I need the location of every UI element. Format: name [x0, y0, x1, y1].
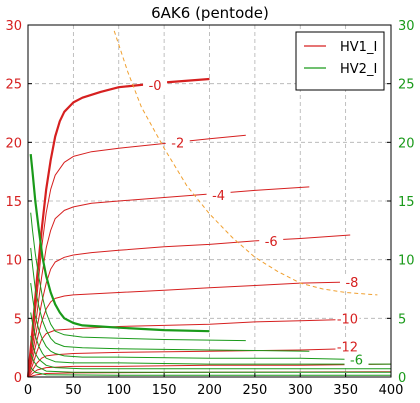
series-line-hv2-i-6: [30, 353, 391, 373]
curve-label-bg: [259, 232, 284, 248]
curve-label: -10: [337, 312, 358, 327]
curve-label-bg: [206, 187, 231, 203]
plot-curves: [26, 30, 392, 378]
legend-entry: HV2_I: [340, 62, 377, 77]
y-left-tick-label: 20: [5, 136, 22, 151]
curve-label: -8: [345, 276, 358, 291]
series-line-hv1-i-4: [27, 281, 351, 378]
x-tick-label: 400: [379, 383, 404, 398]
series-line-hv2-i-2: [30, 247, 310, 352]
x-tick-label: 50: [65, 383, 82, 398]
series-line-hv1-i-7: [27, 363, 392, 378]
load-line: [113, 30, 378, 296]
series-line-hv1-i-0: [26, 77, 210, 378]
y-left-tick-label: 15: [5, 195, 22, 210]
curve-label-bg: [335, 310, 360, 326]
series-line-hv1-i-5: [27, 319, 346, 378]
curve-label: -2: [171, 136, 184, 151]
series-line-hv2-i-5: [30, 335, 391, 370]
series-line-hv2-i-4: [30, 312, 391, 365]
y-left-tick-label: 25: [5, 78, 22, 93]
curve-label: -6: [265, 235, 278, 250]
y-left-tick-label: 5: [14, 312, 22, 327]
x-tick-label: 350: [333, 383, 358, 398]
curve-label-bg: [344, 351, 369, 367]
curve-label: -4: [212, 189, 225, 204]
y-left-tick-label: 0: [14, 371, 22, 386]
y-right-tick-label: 15: [398, 195, 415, 210]
x-tick-label: 250: [242, 383, 267, 398]
y-right-tick-label: 30: [398, 19, 415, 34]
curve-label: -6: [350, 353, 363, 368]
y-left-tick-label: 30: [5, 19, 22, 34]
y-right-tick-label: 20: [398, 136, 415, 151]
y-right-tick-label: 10: [398, 254, 415, 269]
chart-title: 6AK6 (pentode): [151, 4, 269, 22]
curve-label: -0: [149, 79, 162, 94]
legend-box: [295, 31, 385, 91]
series-line-hv1-i-2: [27, 186, 310, 378]
y-right-tick-label: 25: [398, 78, 415, 93]
legend-entry: HV1_I: [340, 40, 377, 55]
y-right-tick-label: 5: [398, 312, 406, 327]
curve-labels: -0-2-4-6-8-10-12-6: [143, 76, 369, 368]
curve-label-bg: [339, 273, 364, 289]
y-left-tick-label: 10: [5, 254, 22, 269]
x-tick-label: 300: [288, 383, 313, 398]
x-tick-label: 100: [106, 383, 131, 398]
series-line-hv2-i-0: [29, 153, 210, 333]
y-axis-right: 0 5 10 15 20 25 30: [387, 19, 415, 386]
curve-label-bg: [165, 134, 190, 150]
y-axis-left: 0 5 10 15 20 25 30: [5, 19, 32, 386]
x-tick-label: 0: [24, 383, 32, 398]
x-tick-label: 200: [197, 383, 222, 398]
series-line-hv1-i-3: [27, 234, 351, 378]
y-right-tick-label: 0: [398, 371, 406, 386]
series-line-hv2-i-1: [30, 212, 246, 342]
series-line-hv1-i-1: [27, 134, 246, 378]
curve-label-bg: [143, 76, 168, 92]
x-tick-label: 150: [152, 383, 177, 398]
curve-label-bg: [335, 338, 360, 354]
legend: HV1_I HV2_I: [295, 31, 385, 91]
x-axis: 0 50 100 150 200 250 300 350 400: [24, 373, 404, 398]
series-line-hv2-i-3: [30, 283, 351, 360]
